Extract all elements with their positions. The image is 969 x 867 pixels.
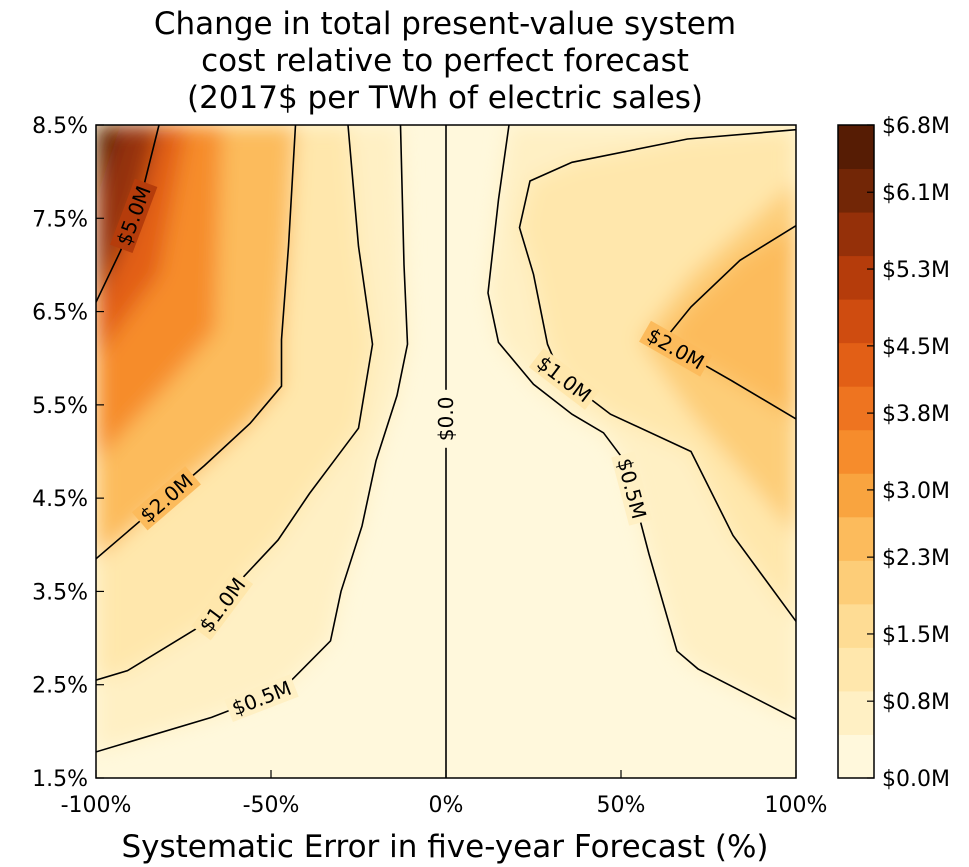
- colorbar-tick-label: $2.3M: [882, 546, 950, 571]
- colorbar-band: [838, 516, 874, 561]
- contour-label-bg: [434, 389, 458, 448]
- colorbar-band: [838, 690, 874, 735]
- y-tick-label: 6.5%: [32, 301, 88, 326]
- x-tick-label: -100%: [61, 793, 132, 818]
- x-tick-label: -50%: [243, 793, 300, 818]
- y-axis: 1.5% 2.5% 3.5% 4.5% 5.5% 6.5% 7.5% 8.5%: [32, 114, 104, 792]
- x-axis-label: Systematic Error in five-year Forecast (…: [121, 829, 768, 865]
- y-tick-label: 2.5%: [32, 674, 88, 699]
- y-tick-label: 1.5%: [32, 767, 88, 792]
- colorbar-band: [838, 473, 874, 518]
- contour-line-2: [487, 125, 796, 720]
- colorbar-band: [838, 125, 874, 170]
- plot-area: [96, 125, 796, 778]
- contour-label-bg: [191, 569, 254, 641]
- contour-label-text: $0.0: [434, 397, 458, 442]
- colorbar-band: [838, 168, 874, 213]
- colorbar-frame: [837, 124, 875, 779]
- x-tick-label: 0%: [429, 793, 464, 818]
- colorbar-band: [838, 647, 874, 692]
- title-line-1: Change in total present-value system: [154, 6, 736, 42]
- y-tick-label: 5.5%: [32, 394, 88, 419]
- x-tick-label: 100%: [765, 793, 828, 818]
- y-tick-label: 4.5%: [32, 487, 88, 512]
- chart-title: Change in total present-value system cos…: [154, 6, 736, 116]
- colorbar-tick-label: $5.3M: [882, 258, 950, 283]
- x-axis: -100% -50% 0% 50% 100%: [61, 770, 828, 818]
- y-tick-label: 7.5%: [32, 207, 88, 232]
- colorbar-band: [838, 386, 874, 431]
- field-bands: [96, 125, 796, 752]
- colorbar-tick-label: $3.8M: [882, 402, 950, 427]
- colorbar-band: [838, 734, 874, 779]
- y-tick-label: 3.5%: [32, 580, 88, 605]
- contour-line-6: [661, 225, 796, 420]
- colorbar-tick-label: $0.0M: [882, 767, 950, 792]
- contour-line-4: [518, 128, 796, 622]
- title-line-2: cost relative to perfect forecast: [201, 43, 689, 79]
- colorbar-band: [838, 603, 874, 648]
- colorbar-band: [838, 212, 874, 257]
- colorbar-tick-label: $1.5M: [882, 623, 950, 648]
- contour-label-bg: [110, 178, 158, 254]
- colorbar-tick-label: $6.1M: [882, 181, 950, 206]
- colorbar-band: [838, 255, 874, 300]
- colorbar-tick-label: $0.8M: [882, 690, 950, 715]
- title-line-3: (2017$ per TWh of electric sales): [187, 80, 703, 116]
- contour-band-6: [96, 125, 121, 200]
- colorbar-band: [838, 342, 874, 387]
- x-tick-label: 50%: [597, 793, 646, 818]
- colorbar-band: [838, 299, 874, 344]
- colorbar: $0.0M $0.8M $1.5M $2.3M $3.0M $3.8M $4.5M $5.3M…: [837, 114, 950, 792]
- contour-label-bg: [224, 674, 299, 722]
- contour-label-bg: [611, 451, 653, 526]
- contour-label-0: $0.0: [434, 389, 458, 448]
- colorbar-band: [838, 560, 874, 605]
- contour-label-bg: [131, 466, 201, 531]
- contour-line-3: [96, 125, 374, 681]
- contour-label-bg: [528, 348, 600, 410]
- colorbar-tick-label: $3.0M: [882, 479, 950, 504]
- contour-label-bg: [639, 320, 713, 377]
- y-tick-label: 8.5%: [32, 114, 88, 139]
- colorbar-tick-label: $4.5M: [882, 335, 950, 360]
- colorbar-tick-label: $6.8M: [882, 114, 950, 139]
- colorbar-band: [838, 429, 874, 474]
- contour-band-10: [663, 225, 796, 419]
